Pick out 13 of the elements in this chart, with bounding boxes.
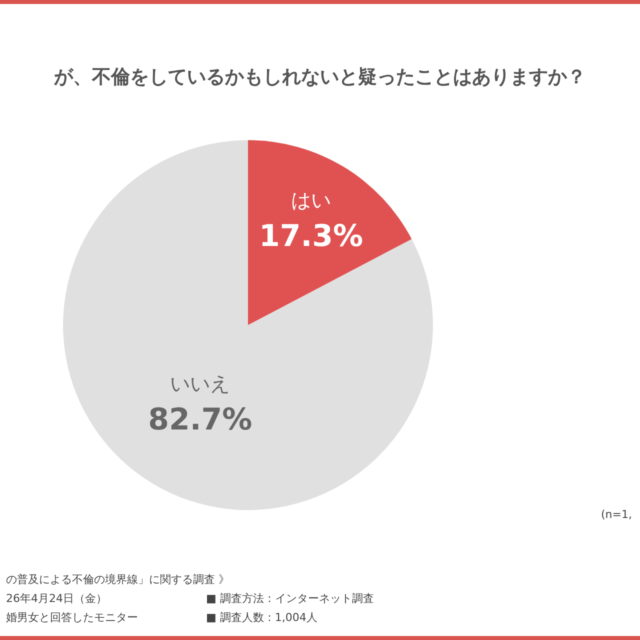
chart-title: が、不倫をしているかもしれないと疑ったことはありますか？ [53,65,587,90]
text: (n=1, [601,508,632,521]
pie-slice [248,140,412,326]
slice-label: いいえ [170,371,230,396]
text: 26年4月24日（金） [6,591,108,606]
pie-slice [63,140,433,510]
slice-label: はい [291,188,332,212]
data-label: 17.3% [259,218,364,254]
text: ■ 調査人数：1,004人 [206,610,318,625]
text: の普及による不倫の境界線」に関する調査 》 [6,572,230,587]
data-label: 82.7% [148,402,252,438]
text: ■ 調査方法：インターネット調査 [206,591,375,606]
text: 婚男女と回答したモニター [6,610,139,625]
